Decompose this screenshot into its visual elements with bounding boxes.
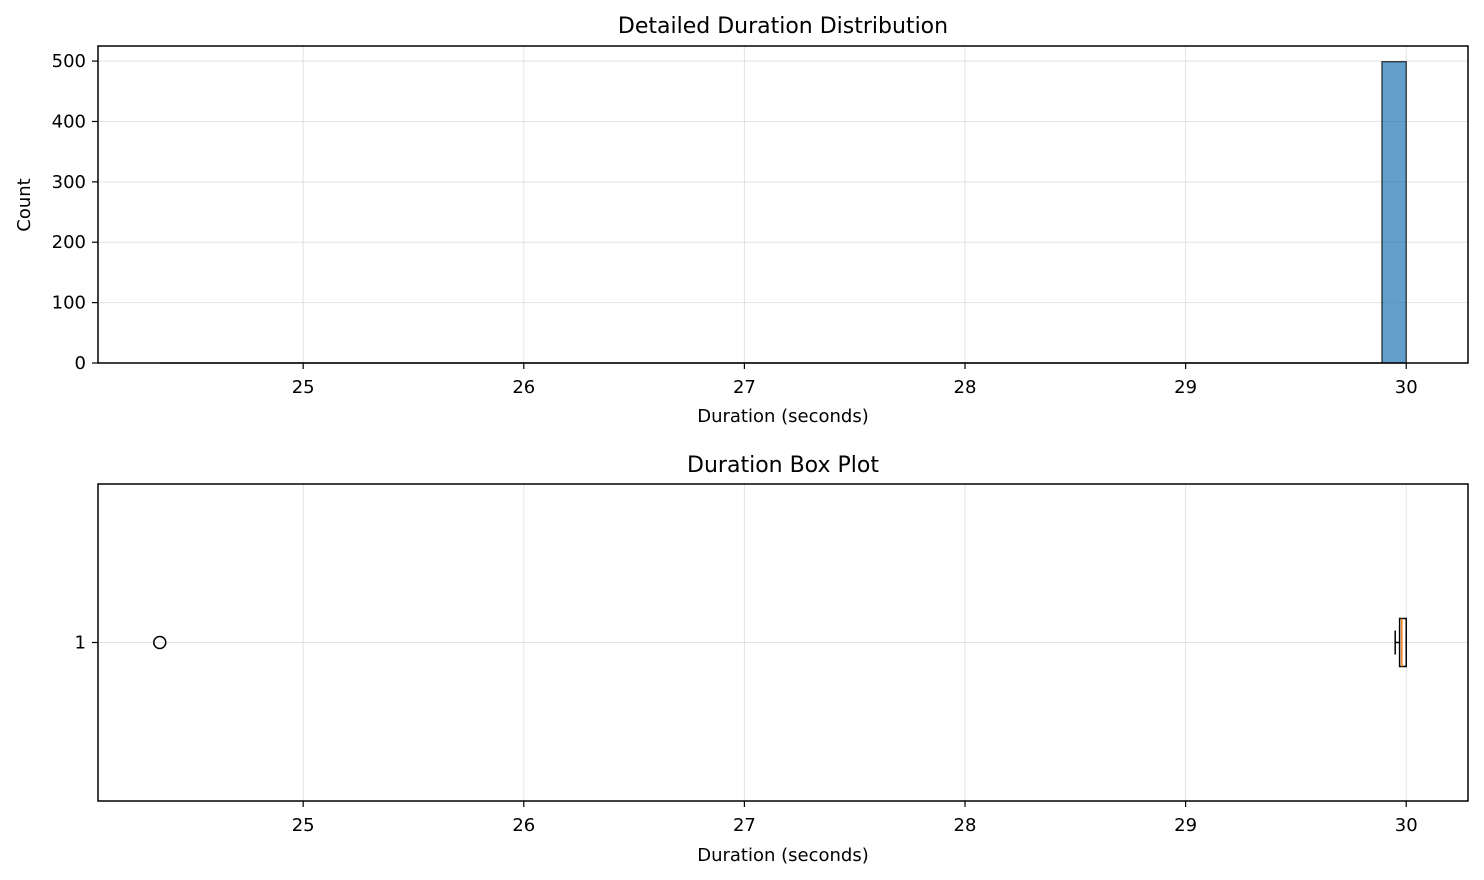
- histogram-y-axis-label: Count: [14, 178, 35, 231]
- histogram-y-tick-label: 400: [52, 111, 86, 132]
- histogram-bars: [159, 61, 1407, 364]
- boxplot-x-tick-label: 26: [512, 815, 535, 836]
- boxplot-x-tick-label: 25: [292, 815, 315, 836]
- boxplot-y-ticks: 1: [75, 633, 98, 654]
- boxplot-y-tick-label: 1: [75, 633, 86, 654]
- histogram-y-tick-label: 300: [52, 172, 86, 193]
- histogram-bar: [1381, 61, 1407, 364]
- histogram-x-axis-label: Duration (seconds): [697, 406, 869, 427]
- boxplot-x-axis-label: Duration (seconds): [697, 845, 869, 866]
- histogram-frame: [97, 45, 1469, 364]
- histogram-x-tick-label: 30: [1395, 377, 1418, 398]
- boxplot-x-tick-label: 28: [954, 815, 977, 836]
- boxplot-x-tick-label: 30: [1395, 815, 1418, 836]
- histogram-panel: Detailed Duration Distribution 25 26 27 28 2…: [14, 14, 1469, 427]
- boxplot-x-ticks: 25 26 27 28 29 30: [292, 801, 1418, 836]
- histogram-x-tick-label: 28: [954, 377, 977, 398]
- histogram-y-tick-label: 100: [52, 293, 86, 314]
- histogram-x-tick-label: 29: [1174, 377, 1197, 398]
- boxplot-marks: [153, 617, 1407, 668]
- histogram-y-tick-label: 0: [75, 353, 86, 374]
- histogram-x-tick-label: 25: [292, 377, 315, 398]
- histogram-grid: [98, 46, 1468, 364]
- boxplot-x-tick-label: 29: [1174, 815, 1197, 836]
- histogram-x-tick-label: 27: [733, 377, 756, 398]
- histogram-x-tick-label: 26: [512, 377, 535, 398]
- histogram-y-ticks: 0 100 200 300 400 500: [52, 51, 98, 374]
- histogram-x-ticks: 25 26 27 28 29 30: [292, 363, 1418, 398]
- boxplot-grid: [98, 484, 1468, 801]
- boxplot-x-tick-label: 27: [733, 815, 756, 836]
- boxplot-box: [1398, 617, 1407, 668]
- histogram-y-tick-label: 200: [52, 232, 86, 253]
- histogram-title: Detailed Duration Distribution: [618, 14, 948, 39]
- boxplot-panel: Duration Box Plot 25 26 27 28 29 30 1 Duratio…: [75, 453, 1469, 866]
- boxplot-outlier: [153, 635, 167, 650]
- boxplot-title: Duration Box Plot: [687, 453, 879, 478]
- histogram-y-tick-label: 500: [52, 51, 86, 72]
